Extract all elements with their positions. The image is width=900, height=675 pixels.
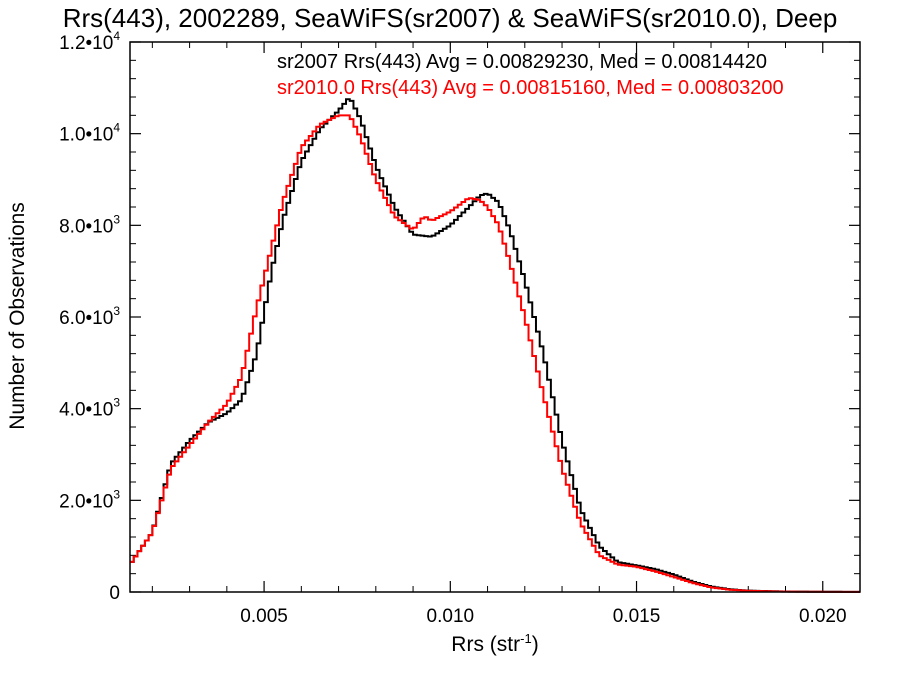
y-tick-mantissa: 1.2•10	[59, 33, 113, 54]
y-tick-exponent: 3	[113, 396, 120, 410]
y-tick-mantissa: 8.0•10	[59, 216, 113, 237]
y-tick-label: 4.0•103	[59, 396, 120, 421]
y-tick-exponent: 3	[113, 212, 120, 226]
svg-text:Number of Observations: Number of Observations	[6, 202, 29, 430]
x-axis-label: Rrs (str-1)	[451, 631, 538, 656]
y-tick-mantissa: 6.0•10	[59, 308, 113, 329]
x-tick-label: 0.020	[799, 606, 847, 627]
annotation-0: sr2007 Rrs(443) Avg = 0.00829230, Med = …	[277, 51, 767, 73]
x-axis-label-main: Rrs (str	[451, 633, 520, 656]
y-tick-mantissa: 2.0•10	[59, 491, 113, 512]
y-tick-label: 1.0•104	[59, 121, 120, 146]
series-line-1	[130, 114, 860, 593]
y-tick-label: 2.0•103	[59, 487, 120, 512]
x-axis-label-sup: -1	[520, 631, 532, 646]
x-tick-label: 0.005	[240, 606, 288, 627]
chart-title: Rrs(443), 2002289, SeaWiFS(sr2007) & Sea…	[63, 3, 838, 33]
y-tick-mantissa: 1.0•10	[59, 125, 113, 146]
y-tick-exponent: 3	[113, 304, 120, 318]
y-tick-label: 6.0•103	[59, 304, 120, 329]
axis-ticks: 0.005 0.010 0.015 0.02002.0•1034.0•1036.0•1…	[59, 29, 861, 627]
y-axis-label: Number of Observations	[6, 202, 29, 430]
y-tick-exponent: 3	[113, 487, 120, 501]
plot-frame	[129, 41, 861, 593]
x-tick-label: 0.015	[613, 606, 661, 627]
series-line-0	[130, 98, 860, 593]
x-tick-label: 0.010	[427, 606, 475, 627]
y-tick-mantissa: 0	[109, 583, 120, 604]
y-tick-label: 8.0•103	[59, 212, 120, 237]
y-tick-exponent: 4	[113, 29, 120, 43]
y-tick-exponent: 4	[113, 121, 120, 135]
y-tick-mantissa: 4.0•10	[59, 400, 113, 421]
y-tick-label: 0	[109, 583, 120, 604]
y-tick-label: 1.2•104	[59, 29, 120, 54]
data-series	[130, 98, 860, 593]
legend-annotations: sr2007 Rrs(443) Avg = 0.00829230, Med = …	[277, 51, 784, 99]
x-axis-label-close: )	[532, 633, 539, 656]
annotation-1: sr2010.0 Rrs(443) Avg = 0.00815160, Med …	[277, 77, 784, 99]
